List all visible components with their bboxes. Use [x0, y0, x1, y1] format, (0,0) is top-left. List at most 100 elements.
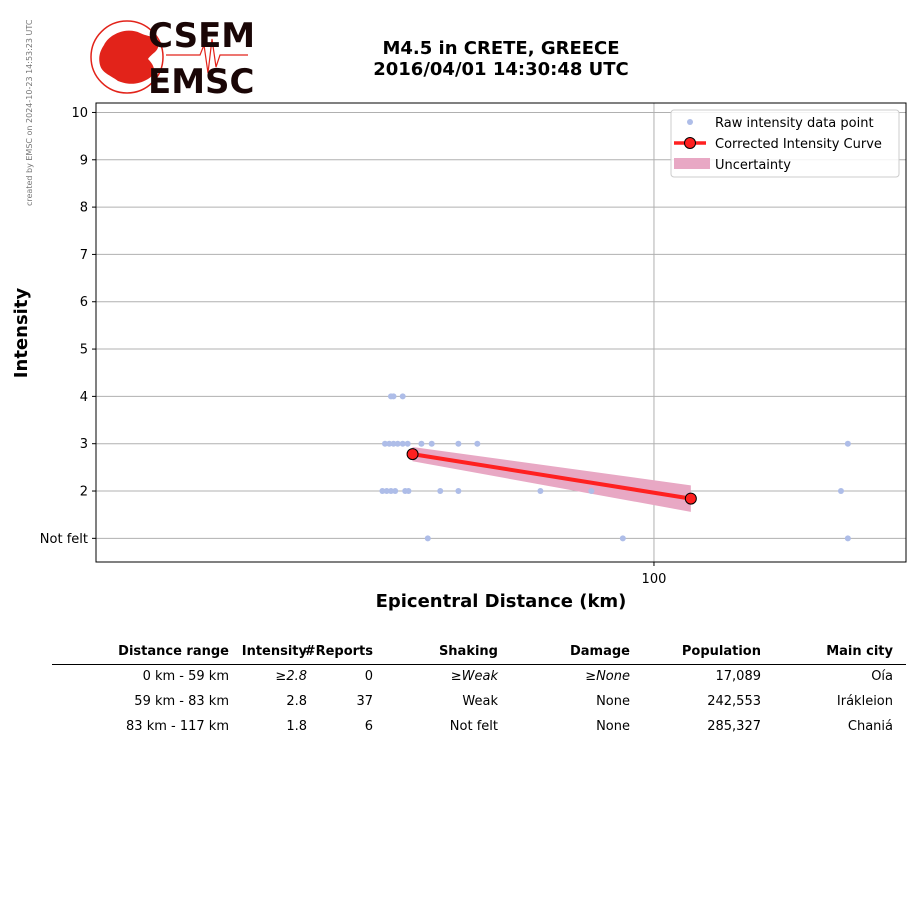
header-distance-range: Distance range [118, 644, 229, 659]
logo-top-text: CSEM [148, 16, 255, 56]
table-cell-distance: 83 km - 117 km [126, 719, 229, 734]
table-cell-intensity: 1.8 [286, 719, 307, 734]
raw-data-point [844, 535, 851, 542]
table-cell-shaking: Not felt [449, 719, 498, 734]
csem-emsc-logo: CSEM EMSC [88, 15, 258, 102]
x-ticks: 100 [642, 562, 667, 587]
table-cell-distance: 59 km - 83 km [134, 694, 229, 709]
title-datetime: 2016/04/01 14:30:48 UTC [373, 59, 629, 80]
y-tick-label: 8 [80, 201, 88, 216]
x-axis-label: Epicentral Distance (km) [376, 591, 627, 612]
legend-box [670, 109, 900, 178]
raw-data-point [405, 488, 412, 495]
raw-data-point [387, 488, 394, 495]
table-header: Distance range Intensity #Reports Shakin… [52, 640, 906, 665]
raw-data-point [399, 393, 406, 400]
header-damage: Damage [569, 644, 630, 659]
raw-data-point [386, 440, 393, 447]
y-tick-label: Not felt [40, 532, 88, 547]
chart-title: M4.5 in CRETE, GREECE 2016/04/01 14:30:4… [300, 38, 702, 80]
table-cell-population: 242,553 [707, 694, 761, 709]
x-tick-label: 100 [642, 572, 667, 587]
header-shaking: Shaking [438, 644, 498, 659]
table-cell-distance: 0 km - 59 km [142, 669, 229, 684]
y-tick-label: 9 [80, 153, 88, 168]
raw-data-point [383, 488, 390, 495]
y-tick-label: 6 [80, 295, 88, 310]
raw-data-point [390, 393, 397, 400]
legend-band-label: Uncertainty [715, 158, 791, 173]
intensity-distance-chart: Not felt 2 3 4 5 6 7 8 9 10 100 Epicentral Distan… [11, 102, 907, 612]
grid [96, 103, 906, 562]
raw-data-point [381, 440, 388, 447]
y-tick-label: 7 [80, 248, 88, 263]
raw-data-point [588, 488, 595, 495]
corrected-curve-point [406, 448, 419, 461]
raw-data-point [474, 440, 481, 447]
table-cell-intensity: 2.8 [286, 694, 307, 709]
corrected-curve-layer [406, 448, 697, 505]
legend-raw-symbol [687, 119, 693, 125]
table-cell-shaking: Weak [462, 694, 498, 709]
table-cell-reports: 6 [364, 719, 373, 734]
y-tick-label: 5 [80, 343, 88, 358]
raw-data-point [837, 488, 844, 495]
table-body: 0 km - 59 km ≥2.8 0 ≥Weak ≥None 17,089 Oía 59 k… [52, 665, 906, 740]
header-main-city: Main city [826, 644, 893, 659]
table-cell-reports: 37 [356, 694, 373, 709]
raw-points-layer [379, 393, 851, 542]
intensity-summary-table: Distance range Intensity #Reports Shakin… [52, 640, 906, 740]
raw-data-point [392, 488, 399, 495]
raw-data-point [455, 440, 462, 447]
raw-data-point [404, 440, 411, 447]
raw-data-point [379, 488, 386, 495]
legend: Raw intensity data point Corrected Inten… [670, 109, 900, 178]
raw-data-point [537, 488, 544, 495]
title-event: M4.5 in CRETE, GREECE [382, 38, 620, 59]
y-tick-label: 3 [80, 437, 88, 452]
raw-data-point [437, 488, 444, 495]
raw-data-point [390, 440, 397, 447]
raw-data-point [455, 488, 462, 495]
table-cell-city: Oía [871, 669, 893, 684]
y-axis-label: Intensity [11, 288, 32, 379]
logo-graphic: CSEM EMSC [90, 16, 255, 102]
raw-data-point [418, 440, 425, 447]
corrected-curve-line [412, 452, 692, 501]
y-ticks: Not felt 2 3 4 5 6 7 8 9 10 [40, 106, 96, 547]
table-cell-damage: None [596, 719, 630, 734]
y-tick-label: 2 [80, 485, 88, 500]
header-intensity: Intensity [241, 644, 307, 659]
table-cell-damage: None [596, 694, 630, 709]
table-row: 83 km - 117 km 1.8 6 Not felt None 285,327 Cha… [52, 715, 906, 740]
legend-band-symbol [674, 158, 710, 169]
logo-bottom-text: EMSC [148, 62, 255, 100]
y-tick-label: 4 [80, 390, 88, 405]
table-row: 0 km - 59 km ≥2.8 0 ≥Weak ≥None 17,089 Oía [52, 665, 906, 690]
raw-data-point [424, 535, 431, 542]
uncertainty-band-layer [412, 447, 691, 512]
table-cell-city: Chaniá [847, 719, 893, 734]
raw-data-point [844, 440, 851, 447]
raw-data-point [394, 440, 401, 447]
header-population: Population [681, 644, 761, 659]
table-row: 59 km - 83 km 2.8 37 Weak None 242,553 Iráklei… [52, 690, 906, 715]
table-cell-reports: 0 [364, 669, 373, 684]
table-cell-population: 17,089 [715, 669, 762, 684]
plot-frame [95, 102, 907, 563]
legend-curve-symbol [684, 137, 696, 149]
header-reports: #Reports [304, 644, 373, 659]
table-cell-city: Irákleion [836, 694, 893, 709]
table-cell-shaking: ≥Weak [450, 669, 498, 684]
raw-data-point [428, 440, 435, 447]
table-cell-population: 285,327 [707, 719, 761, 734]
legend-raw-label: Raw intensity data point [715, 116, 874, 131]
corrected-curve-point [684, 492, 697, 505]
uncertainty-band [412, 447, 691, 512]
table-cell-damage: ≥None [585, 669, 630, 684]
y-tick-label: 10 [71, 106, 88, 121]
legend-curve-label: Corrected Intensity Curve [715, 137, 882, 152]
table-cell-intensity: ≥2.8 [275, 669, 307, 684]
raw-data-point [619, 535, 626, 542]
raw-data-point [399, 440, 406, 447]
